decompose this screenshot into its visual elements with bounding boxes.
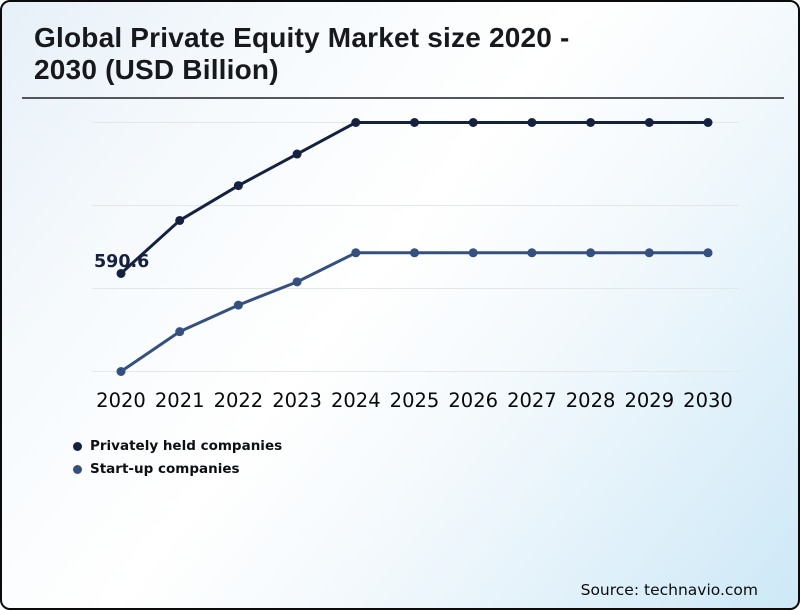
legend-item-privately-held-companies: Privately held companies bbox=[73, 438, 282, 454]
data-point-start-up-companies bbox=[703, 248, 713, 258]
data-point-privately-held-companies bbox=[644, 118, 654, 127]
x-tick-label: 2021 bbox=[155, 389, 205, 412]
data-point-start-up-companies bbox=[586, 248, 596, 258]
data-point-start-up-companies bbox=[233, 300, 243, 310]
data-point-privately-held-companies bbox=[292, 149, 302, 159]
x-tick-label: 2029 bbox=[624, 389, 674, 412]
x-tick-label: 2026 bbox=[448, 389, 498, 412]
data-point-privately-held-companies bbox=[233, 181, 243, 191]
series-line-start-up-companies bbox=[119, 251, 710, 373]
data-point-privately-held-companies bbox=[527, 118, 537, 127]
legend-label: Start-up companies bbox=[90, 461, 240, 477]
x-tick-label: 2022 bbox=[214, 389, 264, 412]
data-point-privately-held-companies bbox=[116, 268, 126, 278]
data-point-start-up-companies bbox=[351, 248, 361, 258]
x-tick-label: 2025 bbox=[390, 389, 440, 412]
legend-dot bbox=[73, 464, 82, 474]
legend-label: Privately held companies bbox=[90, 438, 283, 454]
data-point-privately-held-companies bbox=[351, 118, 361, 127]
data-point-start-up-companies bbox=[410, 248, 419, 258]
legend: Privately held companies Start-up compani… bbox=[73, 438, 282, 484]
chart-title: Global Private Equity Market size 2020 -… bbox=[34, 22, 754, 86]
first-point-value-label: 590.6 bbox=[94, 252, 150, 272]
legend-dot bbox=[73, 441, 82, 451]
data-point-start-up-companies bbox=[292, 277, 302, 287]
data-point-privately-held-companies bbox=[410, 118, 419, 127]
x-tick-label: 2027 bbox=[507, 389, 557, 412]
x-tick-label: 2024 bbox=[331, 389, 381, 412]
data-point-start-up-companies bbox=[644, 248, 654, 258]
legend-item-start-up-companies: Start-up companies bbox=[73, 461, 282, 477]
data-point-start-up-companies bbox=[116, 367, 126, 376]
data-point-privately-held-companies bbox=[175, 215, 185, 225]
x-tick-label: 2030 bbox=[683, 389, 733, 412]
data-point-privately-held-companies bbox=[703, 118, 713, 127]
data-point-privately-held-companies bbox=[586, 118, 596, 127]
chart-title-line2: 2030 (USD Billion) bbox=[34, 54, 279, 85]
chart-title-line1: Global Private Equity Market size 2020 - bbox=[34, 22, 570, 53]
x-tick-label: 2023 bbox=[272, 389, 322, 412]
title-divider bbox=[22, 97, 784, 99]
data-point-privately-held-companies bbox=[468, 118, 478, 127]
x-tick-label: 2028 bbox=[566, 389, 616, 412]
data-point-start-up-companies bbox=[175, 327, 185, 337]
data-point-start-up-companies bbox=[527, 248, 537, 258]
source-note: Source: technavio.com bbox=[580, 581, 758, 599]
data-point-start-up-companies bbox=[468, 248, 478, 258]
x-tick-label: 2020 bbox=[96, 389, 146, 412]
